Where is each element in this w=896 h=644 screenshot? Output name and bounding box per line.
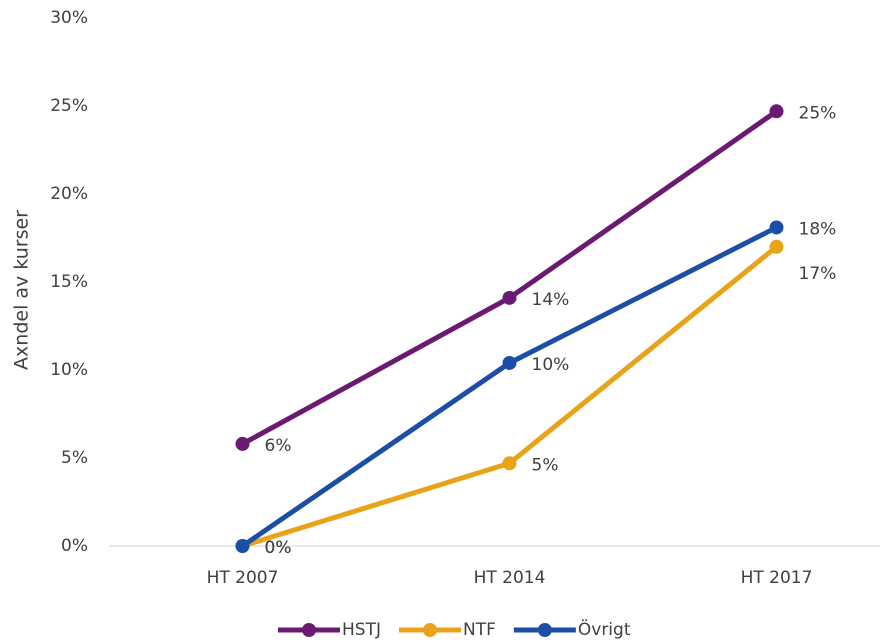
data-point — [235, 539, 250, 553]
y-axis-label: Axndel av kurser — [11, 210, 33, 370]
x-tick-label: HT 2014 — [474, 568, 546, 588]
data-point — [502, 456, 517, 471]
y-tick-label: 10% — [50, 360, 88, 380]
series-line — [241, 225, 778, 549]
data-label: 18% — [799, 219, 837, 239]
legend-marker — [537, 623, 552, 637]
legend-marker — [302, 623, 316, 637]
data-label: 6% — [265, 436, 292, 456]
data-point — [502, 290, 517, 305]
data-label: 10% — [532, 355, 570, 375]
data-label: 0% — [265, 538, 292, 558]
y-tick-label: 30% — [50, 8, 88, 28]
data-label: 25% — [799, 103, 837, 123]
data-label: 17% — [799, 264, 837, 284]
legend-marker — [422, 623, 437, 637]
y-tick-label: 5% — [61, 448, 88, 468]
data-point — [769, 220, 784, 235]
y-tick-label: 20% — [50, 184, 88, 204]
y-tick-label: 25% — [50, 96, 88, 116]
data-point — [235, 436, 250, 451]
data-label: 14% — [532, 290, 570, 310]
y-tick-label: 0% — [61, 536, 88, 556]
x-tick-label: HT 2007 — [207, 568, 279, 588]
data-label: 0% — [265, 538, 292, 558]
data-point — [769, 104, 784, 119]
legend-label: HSTJ — [342, 620, 381, 640]
data-point — [769, 239, 784, 254]
data-label: 5% — [532, 455, 559, 475]
legend-label: NTF — [463, 620, 496, 640]
data-point — [502, 355, 517, 370]
x-tick-label: HT 2017 — [741, 568, 813, 588]
series-line — [241, 109, 778, 447]
legend-label: Övrigt — [578, 618, 631, 640]
y-tick-label: 15% — [50, 272, 88, 292]
